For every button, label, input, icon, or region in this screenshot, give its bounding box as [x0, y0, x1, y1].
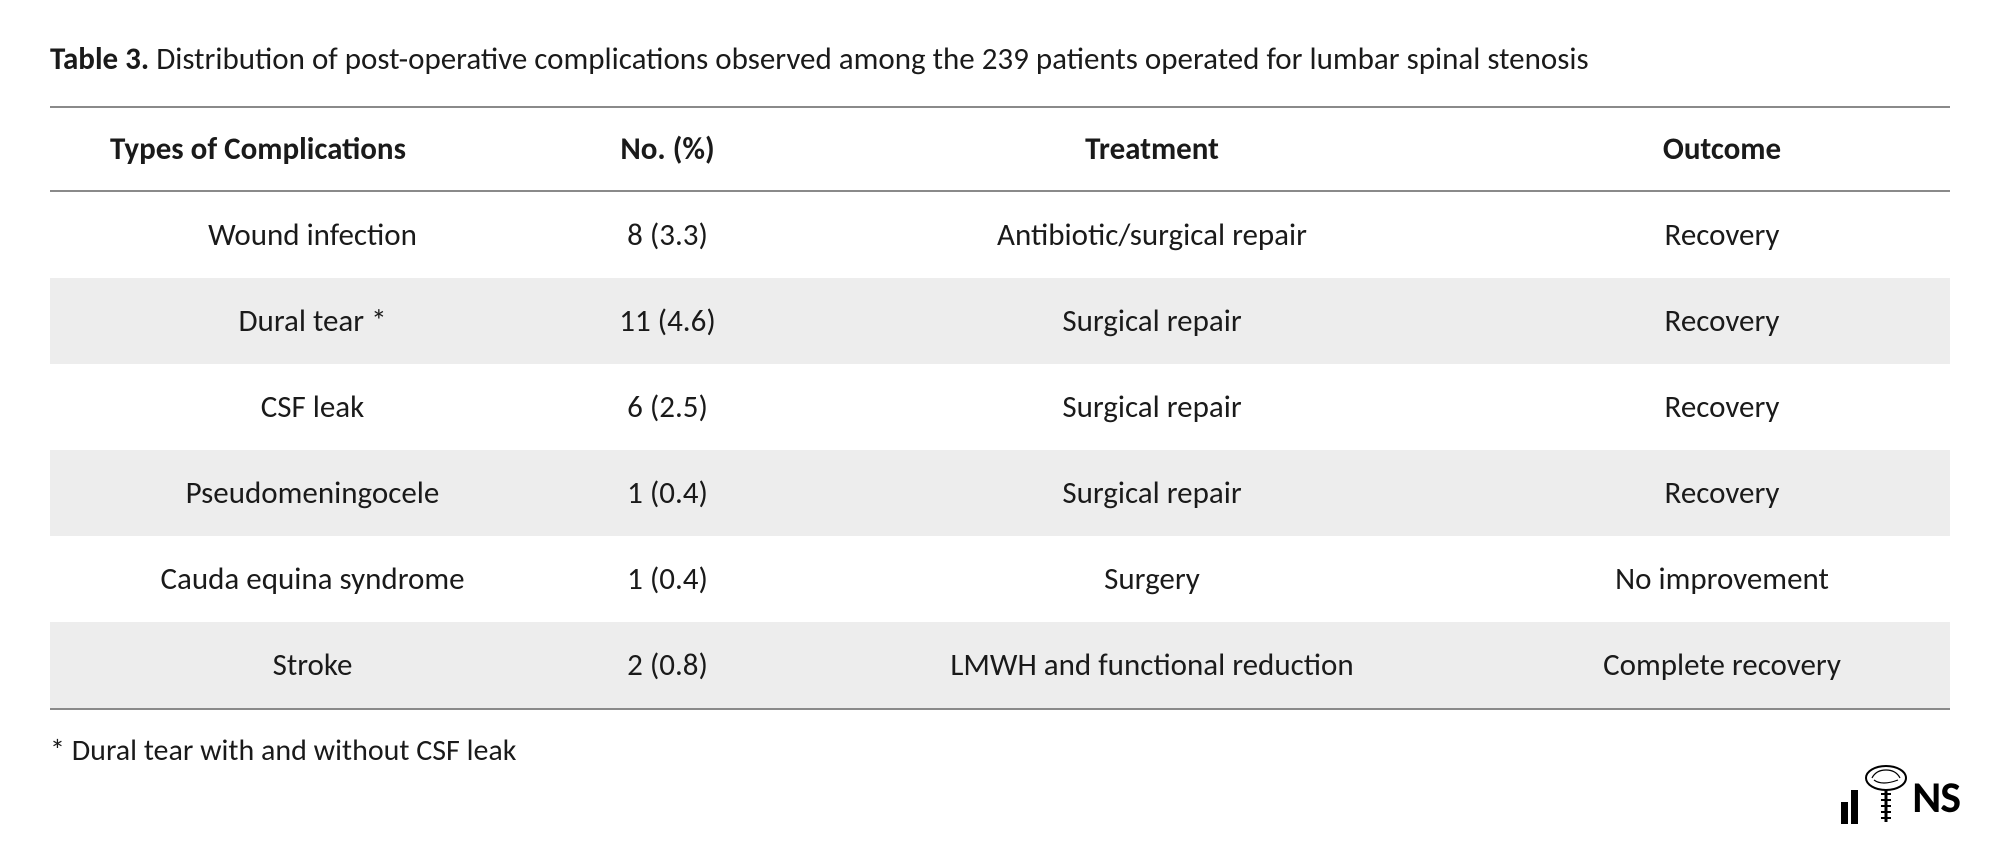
cell-outcome: Recovery — [1494, 278, 1950, 364]
table-row: Stroke2 (0.8)LMWH and functional reducti… — [50, 622, 1950, 709]
logo-text: NS — [1912, 770, 1960, 824]
cell-outcome: Recovery — [1494, 364, 1950, 450]
cell-no: 11 (4.6) — [525, 278, 810, 364]
cell-type: Pseudomeningocele — [50, 450, 525, 536]
table-caption-text: Distribution of post-operative complicat… — [156, 40, 1588, 78]
table-row: Cauda equina syndrome1 (0.4)SurgeryNo im… — [50, 536, 1950, 622]
cell-no: 2 (0.8) — [525, 622, 810, 709]
cell-no: 1 (0.4) — [525, 536, 810, 622]
table-header-row: Types of Complications No. (%) Treatment… — [50, 107, 1950, 191]
col-header-outcome: Outcome — [1494, 107, 1950, 191]
cell-no: 8 (3.3) — [525, 191, 810, 278]
cell-treatment: LMWH and functional reduction — [810, 622, 1494, 709]
table-label: Table 3. — [50, 40, 149, 78]
brain-spine-icon — [1862, 764, 1910, 824]
col-header-no: No. (%) — [525, 107, 810, 191]
col-header-type: Types of Complications — [50, 107, 525, 191]
cell-type: Cauda equina syndrome — [50, 536, 525, 622]
cell-treatment: Antibiotic/surgical repair — [810, 191, 1494, 278]
cell-type: Dural tear * — [50, 278, 525, 364]
cell-outcome: Complete recovery — [1494, 622, 1950, 709]
cell-treatment: Surgery — [810, 536, 1494, 622]
table-footnote: * Dural tear with and without CSF leak — [50, 732, 1950, 769]
table-body: Wound infection8 (3.3)Antibiotic/surgica… — [50, 191, 1950, 709]
cell-type: CSF leak — [50, 364, 525, 450]
table-row: CSF leak6 (2.5)Surgical repairRecovery — [50, 364, 1950, 450]
table-row: Dural tear *11 (4.6)Surgical repairRecov… — [50, 278, 1950, 364]
cell-outcome: Recovery — [1494, 191, 1950, 278]
cell-treatment: Surgical repair — [810, 278, 1494, 364]
complications-table: Types of Complications No. (%) Treatment… — [50, 106, 1950, 710]
cell-treatment: Surgical repair — [810, 450, 1494, 536]
cell-outcome: Recovery — [1494, 450, 1950, 536]
cell-type: Wound infection — [50, 191, 525, 278]
cell-type: Stroke — [50, 622, 525, 709]
col-header-treatment: Treatment — [810, 107, 1494, 191]
journal-logo: NS — [1841, 764, 1960, 824]
cell-no: 6 (2.5) — [525, 364, 810, 450]
cell-no: 1 (0.4) — [525, 450, 810, 536]
cell-treatment: Surgical repair — [810, 364, 1494, 450]
table-row: Pseudomeningocele1 (0.4)Surgical repairR… — [50, 450, 1950, 536]
logo-bars-icon — [1841, 790, 1858, 824]
table-caption: Table 3. Distribution of post-operative … — [50, 40, 1950, 78]
cell-outcome: No improvement — [1494, 536, 1950, 622]
table-row: Wound infection8 (3.3)Antibiotic/surgica… — [50, 191, 1950, 278]
